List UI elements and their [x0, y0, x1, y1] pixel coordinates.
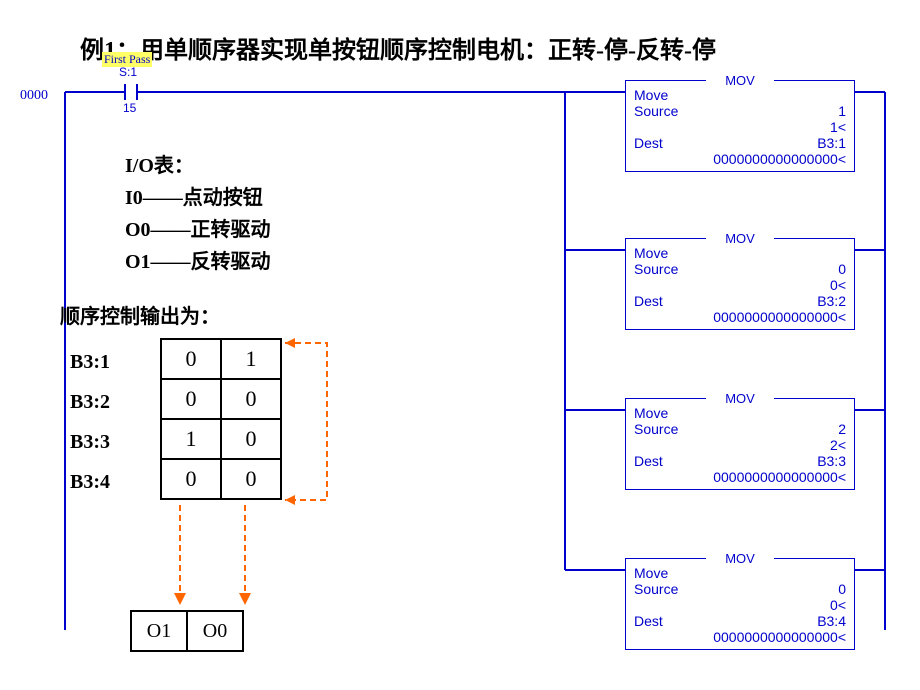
mov-block-3: MOV Move Source2 2< DestB3:3 00000000000… [625, 398, 855, 490]
mov-name: Move [634, 87, 668, 103]
mov-src: 0 [838, 261, 846, 277]
mov-destv: 0000000000000000< [713, 309, 846, 325]
mov-dest: B3:1 [817, 135, 846, 151]
mov-label: MOV [706, 391, 774, 406]
mov-destv: 0000000000000000< [713, 151, 846, 167]
cell: O0 [187, 611, 243, 651]
seq-row-labels: B3:1 B3:2 B3:3 B3:4 [70, 342, 110, 502]
io-row3: O1——反转驱动 [125, 246, 271, 278]
mov-src: 0 [838, 581, 846, 597]
mov-srcv: 2< [830, 437, 846, 453]
io-header: I/O表： [125, 150, 271, 182]
mov-block-1: MOV Move Source1 1< DestB3:1 00000000000… [625, 80, 855, 172]
mov-block-4: MOV Move Source0 0< DestB3:4 00000000000… [625, 558, 855, 650]
seq-label-3: B3:3 [70, 422, 110, 462]
io-row2: O0——正转驱动 [125, 214, 271, 246]
mov-srcv: 0< [830, 277, 846, 293]
mov-label: MOV [706, 551, 774, 566]
mov-name: Move [634, 245, 668, 261]
io-row1: I0——点动按钮 [125, 182, 271, 214]
mov-src: 1 [838, 103, 846, 119]
mov-dest: B3:2 [817, 293, 846, 309]
seq-label-4: B3:4 [70, 462, 110, 502]
svg-text:15: 15 [123, 101, 137, 115]
mov-dest: B3:4 [817, 613, 846, 629]
svg-text:S:1: S:1 [119, 65, 137, 79]
mov-dest: B3:3 [817, 453, 846, 469]
mov-label: MOV [706, 73, 774, 88]
rung-number: 0000 [20, 88, 48, 104]
mov-block-2: MOV Move Source0 0< DestB3:2 00000000000… [625, 238, 855, 330]
mov-srcv: 0< [830, 597, 846, 613]
seq-title: 顺序控制输出为： [60, 300, 220, 329]
down-arrows [150, 500, 300, 610]
seq-label-2: B3:2 [70, 382, 110, 422]
seq-label-1: B3:1 [70, 342, 110, 382]
mov-name: Move [634, 565, 668, 581]
io-table: I/O表： I0——点动按钮 O0——正转驱动 O1——反转驱动 [125, 150, 271, 278]
mov-destv: 0000000000000000< [713, 469, 846, 485]
mov-srcv: 1< [830, 119, 846, 135]
mov-destv: 0000000000000000< [713, 629, 846, 645]
output-table: O1 O0 [130, 610, 244, 652]
mov-src: 2 [838, 421, 846, 437]
mov-label: MOV [706, 231, 774, 246]
cell: O1 [131, 611, 187, 651]
mov-name: Move [634, 405, 668, 421]
loop-arrow [157, 335, 357, 515]
table-row: O1 O0 [131, 611, 243, 651]
